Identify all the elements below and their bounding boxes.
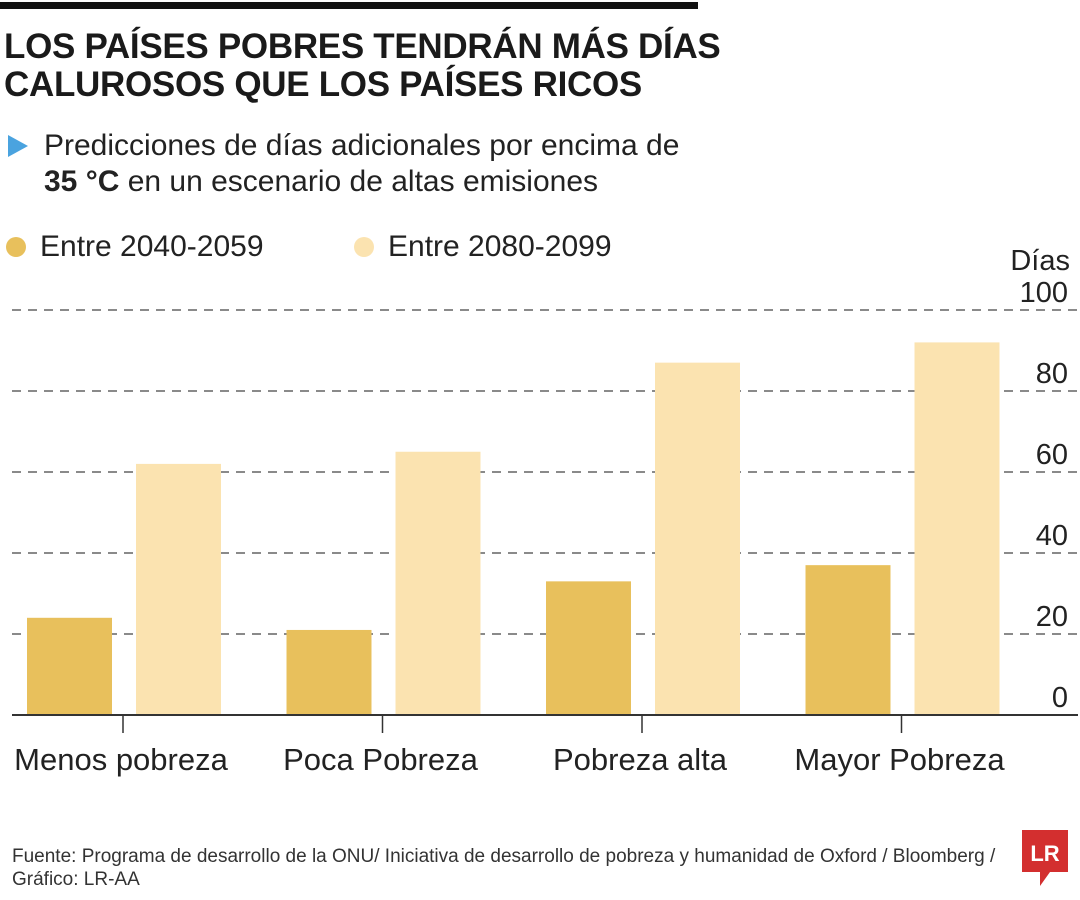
bar-2040-2059 [546,581,631,715]
x-tick-label: Pobreza alta [553,742,728,777]
y-tick-label: 80 [1036,358,1068,390]
bar-2040-2059 [27,617,112,715]
subtitle-bold: 35 °C [44,165,120,198]
subtitle-text-end: en un escenario de altas emisiones [119,165,598,198]
y-tick-label: 40 [1036,520,1068,552]
legend-swatch-series2 [354,237,374,257]
bar-2040-2059 [805,565,891,715]
y-tick-label: 20 [1036,601,1068,633]
bar-2080-2099 [914,342,1000,715]
bar-2080-2099 [395,451,481,715]
chart-subtitle: Predicciones de días adicionales por enc… [44,128,704,200]
y-axis-label: Días [1010,245,1070,277]
legend-swatch-series1 [6,237,26,257]
y-tick-label: 100 [1020,277,1068,309]
bar-2080-2099 [136,463,221,715]
x-tick-label: Mayor Pobreza [794,742,1005,777]
lr-logo: LR [1022,830,1068,893]
legend-label-series2: Entre 2080-2099 [388,230,612,263]
x-tick-label: Menos pobreza [14,742,228,777]
legend-item-series1: Entre 2040-2059 [6,230,264,264]
subtitle-text: Predicciones de días adicionales por enc… [44,129,680,162]
svg-text:LR: LR [1030,841,1059,866]
top-rule [0,2,698,9]
y-tick-label: 0 [1052,682,1068,714]
bar-2040-2059 [286,629,372,715]
triangle-bullet-icon [8,135,28,157]
legend-label-series1: Entre 2040-2059 [40,230,264,263]
y-tick-label: 60 [1036,439,1068,471]
chart-title: LOS PAÍSES POBRES TENDRÁN MÁS DÍAS CALUR… [4,27,721,104]
x-tick-label: Poca Pobreza [283,742,478,777]
legend-item-series2: Entre 2080-2099 [354,230,612,264]
bar-2080-2099 [655,362,740,715]
source-note: Fuente: Programa de desarrollo de la ONU… [12,846,996,890]
bar-chart: Días 0 20 40 60 80 100 Menos pobreza Poca Pobr… [12,245,1078,777]
